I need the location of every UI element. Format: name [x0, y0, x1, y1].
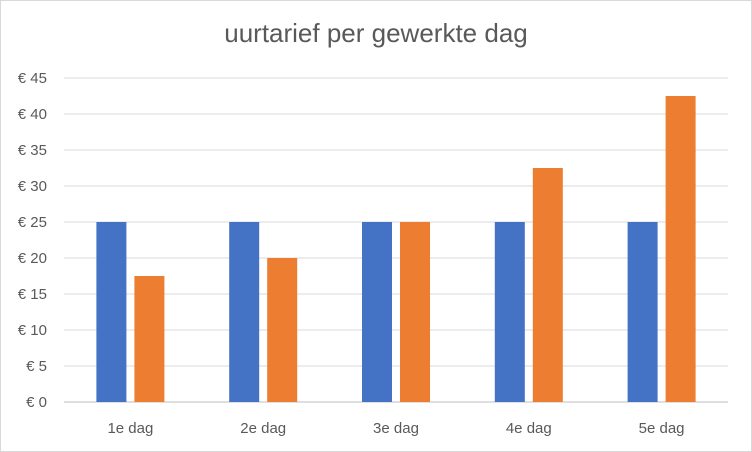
x-tick-label: 1e dag	[107, 420, 153, 437]
bar-series-2-5	[665, 96, 696, 402]
x-tick-label: 3e dag	[373, 420, 419, 437]
bar-series-2-3	[400, 222, 430, 402]
bar-series-1-4	[494, 222, 525, 402]
bar-series-2-4	[532, 168, 563, 402]
y-tick-label: € 35	[18, 142, 47, 159]
y-tick-label: € 15	[18, 286, 47, 303]
bar-series-2-2	[267, 258, 298, 402]
x-tick-label: 2e dag	[240, 420, 286, 437]
y-tick-label: € 25	[18, 214, 47, 231]
bar-series-1-5	[627, 222, 658, 402]
bar-series-1-2	[229, 222, 260, 402]
x-tick-label: 5e dag	[639, 420, 685, 437]
y-tick-label: € 30	[18, 178, 47, 195]
y-tick-label: € 5	[26, 358, 47, 375]
chart-title: uurtarief per gewerkte dag	[224, 18, 528, 48]
y-tick-label: € 20	[18, 250, 47, 267]
y-tick-label: € 40	[18, 106, 47, 123]
bar-series-1-3	[362, 222, 392, 402]
bar-series-1-1	[96, 222, 127, 402]
y-tick-label: € 45	[18, 70, 47, 87]
bar-series-2-1	[134, 276, 165, 402]
y-tick-label: € 10	[18, 322, 47, 339]
x-tick-label: 4e dag	[506, 420, 552, 437]
y-tick-label: € 0	[26, 394, 47, 411]
